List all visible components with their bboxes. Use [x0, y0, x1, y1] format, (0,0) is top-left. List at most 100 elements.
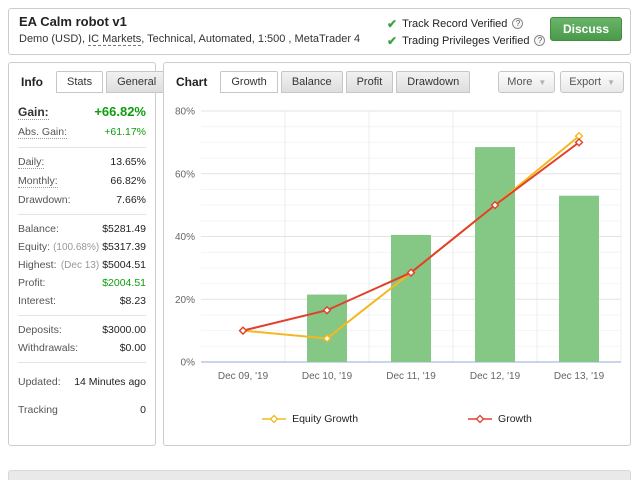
account-subtitle: Demo (USD), IC Markets, Technical, Autom…	[19, 33, 361, 46]
stat-value: 13.65%	[110, 156, 146, 168]
stat-value-number: 13.65%	[110, 156, 146, 168]
more-button-label: More	[507, 76, 533, 88]
section-divider-bar	[8, 470, 631, 480]
stat-row: Deposits: $3000.00	[18, 321, 146, 339]
stat-label: Withdrawals:	[18, 342, 79, 354]
stat-value: $2004.51	[102, 277, 146, 289]
more-button[interactable]: More ▼	[498, 71, 556, 93]
data-point-marker	[322, 334, 332, 343]
stat-label: Deposits:	[18, 324, 62, 336]
sidebar-tabstrip: Info Stats General	[9, 63, 168, 93]
stat-label: Interest:	[18, 295, 56, 307]
account-title: EA Calm robot v1	[19, 14, 127, 29]
stat-value-number: +61.17%	[104, 126, 146, 138]
stat-row: Highest: (Dec 13) $5004.51	[18, 256, 146, 274]
stat-value: (Dec 13) $5004.51	[61, 259, 146, 271]
stat-row: Tracking 0	[18, 396, 146, 424]
help-icon[interactable]: ?	[512, 18, 524, 29]
account-header: EA Calm robot v1 Demo (USD), IC Markets,…	[8, 8, 631, 55]
trading-privileges-badge-label: Trading Privileges Verified	[402, 34, 530, 47]
data-point-marker	[490, 200, 500, 210]
account-subtitle-prefix: Demo (USD),	[19, 33, 89, 45]
stat-value: 7.66%	[116, 194, 146, 206]
stat-label: Daily:	[18, 156, 45, 169]
legend-label: Growth	[498, 413, 532, 425]
export-button[interactable]: Export ▼	[560, 71, 624, 93]
stat-row: Updated: 14 Minutes ago	[18, 368, 146, 396]
stat-label: Monthly:	[18, 175, 58, 188]
stat-value: 66.82%	[110, 175, 146, 187]
tab-general[interactable]: General	[106, 71, 168, 93]
stat-value-number: 66.82%	[110, 175, 146, 187]
chevron-down-icon: ▼	[538, 77, 547, 87]
legend-marker-icon	[468, 414, 493, 424]
growth-chart-svg: 0% 20% 40% 60% 80% Dec 09, '19 Dec 10, '19 Dec …	[175, 107, 622, 382]
tab-balance[interactable]: Balance	[280, 71, 343, 93]
stat-label: Gain:	[18, 105, 49, 120]
discuss-button[interactable]: Discuss	[549, 17, 622, 41]
tab-growth[interactable]: Growth	[220, 71, 278, 93]
stat-label: Highest:	[18, 259, 57, 271]
stat-row: Drawdown: 7.66%	[18, 191, 146, 209]
stat-value: 0	[140, 404, 146, 416]
stat-label: Updated:	[18, 376, 61, 388]
chart-tabstrip: Chart Growth Balance Profit Drawdown More ▼…	[164, 63, 630, 93]
stat-row: Balance: $5281.49	[18, 220, 146, 238]
chart-action-buttons: More ▼ Export ▼	[498, 71, 624, 93]
x-axis-tick-label: Dec 09, '19	[218, 371, 269, 382]
divider	[18, 315, 146, 316]
stats-sidebar: Info Stats General Gain: +66.82% Abs. Gain:…	[8, 62, 168, 446]
stat-value-number: $8.23	[119, 295, 146, 307]
data-point-marker	[406, 268, 416, 277]
stat-value: +61.17%	[104, 126, 146, 138]
account-subtitle-suffix: , Technical, Automated, 1:500 , MetaTrad…	[141, 33, 361, 45]
stat-label: Drawdown:	[18, 194, 71, 206]
stat-value-number: $0.00	[119, 342, 146, 354]
stat-row: Daily: 13.65%	[18, 153, 146, 172]
chart-panel: Chart Growth Balance Profit Drawdown More ▼…	[163, 62, 631, 446]
legend-item-growth[interactable]: Growth	[468, 413, 532, 425]
stat-value-note: (100.68%)	[53, 242, 100, 253]
tab-drawdown[interactable]: Drawdown	[396, 71, 471, 93]
x-axis-tick-label: Dec 12, '19	[470, 371, 521, 382]
legend-item-equity-growth[interactable]: Equity Growth	[262, 413, 358, 425]
stat-value: 14 Minutes ago	[74, 376, 146, 388]
stat-label: Abs. Gain:	[18, 126, 68, 139]
stat-label: Equity:	[18, 241, 51, 253]
legend-marker-icon	[262, 414, 287, 424]
tab-profit[interactable]: Profit	[345, 71, 394, 93]
sidebar-stat-rows: Gain: +66.82% Abs. Gain: +61.17% Daily: 13.65…	[9, 93, 155, 424]
sidebar-title-info[interactable]: Info	[21, 75, 43, 89]
tab-stats[interactable]: Stats	[56, 71, 104, 93]
stat-row: Monthly: 66.82%	[18, 172, 146, 191]
stat-value-number: 7.66%	[116, 194, 146, 206]
sidebar-tabs: Stats General	[56, 71, 168, 93]
stat-value-number: 14 Minutes ago	[74, 376, 146, 388]
stat-value: $8.23	[120, 295, 146, 307]
track-record-badge-label: Track Record Verified	[402, 17, 508, 30]
stat-row: Abs. Gain: +61.17%	[18, 123, 146, 142]
check-icon: ✔	[387, 16, 398, 31]
stat-row: Equity: (100.68%) $5317.39	[18, 238, 146, 256]
export-button-label: Export	[569, 76, 602, 88]
help-icon[interactable]: ?	[534, 35, 546, 46]
stat-value: $3000.00	[102, 324, 146, 336]
growth-bar	[391, 234, 431, 362]
data-point-marker	[574, 137, 584, 147]
divider	[18, 214, 146, 215]
stat-label: Balance:	[18, 223, 59, 235]
stat-row: Interest: $8.23	[18, 292, 146, 310]
check-icon: ✔	[387, 33, 398, 48]
stat-label: Tracking	[18, 404, 58, 416]
y-axis-tick-label: 60%	[175, 169, 195, 180]
trading-privileges-badge: ✔ Trading Privileges Verified ?	[387, 32, 546, 49]
track-record-badge: ✔ Track Record Verified ?	[387, 15, 545, 32]
y-axis-tick-label: 80%	[175, 107, 195, 118]
growth-bar	[475, 147, 515, 362]
broker-link[interactable]: IC Markets	[88, 33, 142, 46]
stat-row: Profit: $2004.51	[18, 274, 146, 292]
x-axis-tick-label: Dec 11, '19	[386, 371, 436, 382]
stat-value: +66.82%	[94, 104, 146, 119]
chart-legend: Equity Growth Growth	[164, 413, 630, 425]
y-axis-tick-label: 20%	[175, 295, 195, 306]
